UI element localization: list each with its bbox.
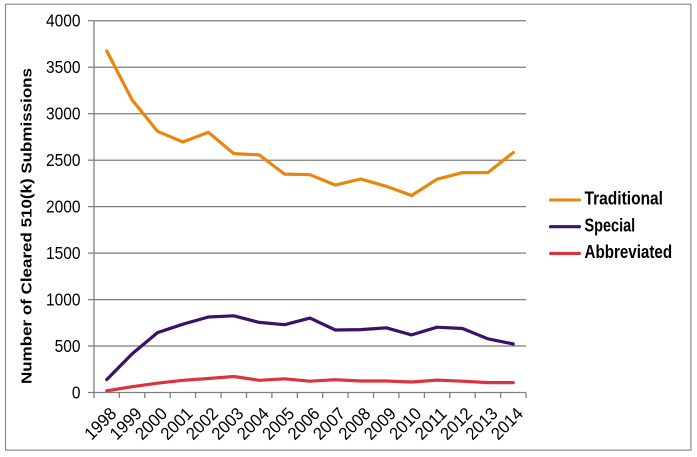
svg-text:4000: 4000: [46, 11, 81, 31]
svg-text:2500: 2500: [46, 150, 81, 170]
svg-text:1500: 1500: [46, 243, 81, 263]
svg-text:Traditional: Traditional: [585, 189, 664, 209]
svg-text:500: 500: [55, 336, 81, 356]
svg-text:Special: Special: [585, 215, 636, 235]
svg-text:1000: 1000: [46, 290, 81, 310]
svg-text:3000: 3000: [46, 104, 81, 124]
svg-text:Number of Cleared 510(k) Submi: Number of Cleared 510(k) Submissions: [19, 68, 36, 384]
svg-text:3500: 3500: [46, 57, 81, 77]
svg-text:0: 0: [72, 383, 81, 403]
svg-text:2000: 2000: [46, 197, 81, 217]
svg-text:Abbreviated: Abbreviated: [585, 242, 673, 262]
